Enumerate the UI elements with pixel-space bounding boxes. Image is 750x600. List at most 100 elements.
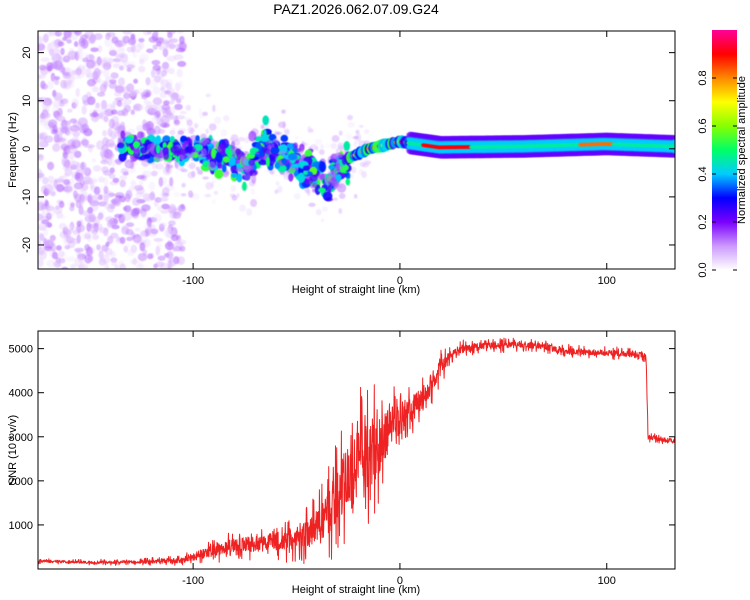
spectrogram-cell	[56, 183, 65, 193]
spectrogram-cell	[131, 44, 136, 54]
spectrogram-cell	[176, 31, 184, 34]
spectrogram-cell	[53, 92, 63, 101]
spectrogram-cell	[212, 199, 216, 204]
spectrogram-cell	[118, 77, 125, 87]
spectrogram-cell	[108, 46, 117, 57]
spectrogram-cell	[47, 161, 55, 171]
spectrogram-cell	[330, 142, 337, 150]
colorbar-tick-label: 0.0	[697, 262, 709, 277]
spectrogram-cell	[81, 105, 87, 115]
spectrogram-cell	[81, 210, 92, 217]
spectrogram-cell	[69, 125, 76, 133]
spectrogram-cell	[146, 48, 154, 54]
spectrogram-cell	[100, 99, 108, 110]
spectrogram-cell	[250, 187, 256, 195]
spectrogram-cell	[60, 137, 69, 147]
spectrogram-cell	[90, 61, 97, 68]
spectrogram-cell	[324, 144, 332, 148]
spectrogram-cell	[329, 177, 338, 187]
colorbar-tick-label: 0.4	[697, 166, 709, 181]
spectrogram-cell	[334, 152, 343, 159]
spectrogram-cell	[72, 130, 80, 138]
spectrogram-cell	[182, 182, 187, 187]
spectrogram-cell	[239, 204, 246, 212]
spectrogram-cell	[89, 112, 100, 118]
y-tick-label: 5000	[9, 344, 33, 356]
spectrogram-cell	[78, 57, 87, 62]
spectrogram-cell	[318, 149, 325, 155]
spectrogram-cell	[309, 174, 318, 182]
spectrogram-cell	[165, 107, 171, 116]
spectrogram-cell	[38, 139, 46, 149]
spectrogram-cell	[104, 263, 110, 269]
spectrogram-cell	[93, 33, 103, 41]
spectrogram-cell	[88, 213, 95, 222]
spectrogram-cell	[64, 245, 70, 250]
spectrogram-cell	[126, 236, 134, 242]
colorbar-tick-label: 0.8	[697, 70, 709, 85]
spectrogram-cell	[50, 190, 56, 197]
spectrogram-cell	[145, 229, 152, 236]
spectrogram-cell	[143, 153, 151, 159]
spectrogram-cell	[170, 145, 181, 154]
spectrogram-cell	[107, 235, 114, 245]
spectrogram-cell	[46, 259, 57, 268]
spectrogram-cell	[104, 202, 111, 210]
spectrogram-cell	[92, 234, 100, 240]
spectrogram-cell	[45, 212, 52, 221]
spectrogram-cell	[61, 157, 70, 167]
spectrogram-cell	[122, 35, 131, 44]
spectrogram-cell	[134, 185, 144, 191]
spectrogram-cell	[109, 250, 116, 258]
spectrogram-cell	[179, 35, 185, 45]
spectrogram-cell	[102, 129, 108, 137]
spectrogram-cell	[38, 131, 42, 136]
spectrogram-cell	[78, 257, 85, 264]
spectrogram-cell	[103, 185, 109, 195]
spectrogram-cell	[167, 32, 173, 39]
spectrogram-cell	[38, 74, 46, 79]
spectrogram-cell	[118, 52, 126, 59]
spectrogram-cell	[64, 53, 72, 61]
spectrogram-cell	[187, 142, 193, 154]
spectrogram-cell	[215, 151, 223, 163]
spectrogram-cell	[155, 261, 165, 268]
spectrogram-cell	[307, 126, 312, 133]
spectrogram-cell	[44, 239, 52, 248]
spectrogram-cell	[347, 122, 355, 128]
spectrogram-cell	[75, 87, 80, 98]
spectrogram-cell	[112, 63, 120, 69]
spectrogram-cell	[133, 146, 140, 155]
spectrogram-cell	[125, 189, 133, 200]
spectrogram-cell	[331, 135, 340, 143]
spectrogram-cell	[242, 164, 251, 172]
spectrogram-cell	[153, 237, 164, 242]
spectrogram-cell	[179, 154, 185, 161]
spectrogram-cell	[160, 209, 170, 214]
spectrogram-cell	[168, 100, 175, 105]
spectrogram-cell	[176, 115, 186, 120]
spectrogram-cell	[158, 222, 167, 228]
spectrogram-cell	[161, 203, 170, 210]
spectrogram-cell	[318, 161, 327, 173]
spectrogram-cell	[314, 184, 321, 196]
spectrogram-cell	[132, 141, 141, 148]
spectrogram-cell	[38, 154, 44, 161]
spectrogram-cell	[55, 204, 60, 210]
spectrogram-cell	[66, 256, 77, 262]
spectrogram-cell	[207, 161, 217, 171]
spectrogram-cell	[73, 101, 79, 108]
spectrogram-cell	[177, 130, 185, 135]
spectrogram-frame	[37, 30, 676, 270]
spectrogram-cell	[152, 213, 162, 223]
spectrogram-cell	[47, 221, 52, 228]
spectrogram-y-label: Frequency (Hz)	[7, 112, 19, 188]
spectrogram-cell	[133, 103, 143, 112]
spectrogram-cell	[242, 181, 247, 191]
spectrogram-cell	[159, 86, 166, 92]
spectrogram-cell	[192, 123, 200, 129]
spectrogram-cell	[67, 108, 73, 113]
spectrogram-cell	[150, 69, 156, 78]
spectrogram-cell	[132, 52, 138, 59]
spectrogram-cell	[178, 95, 185, 100]
